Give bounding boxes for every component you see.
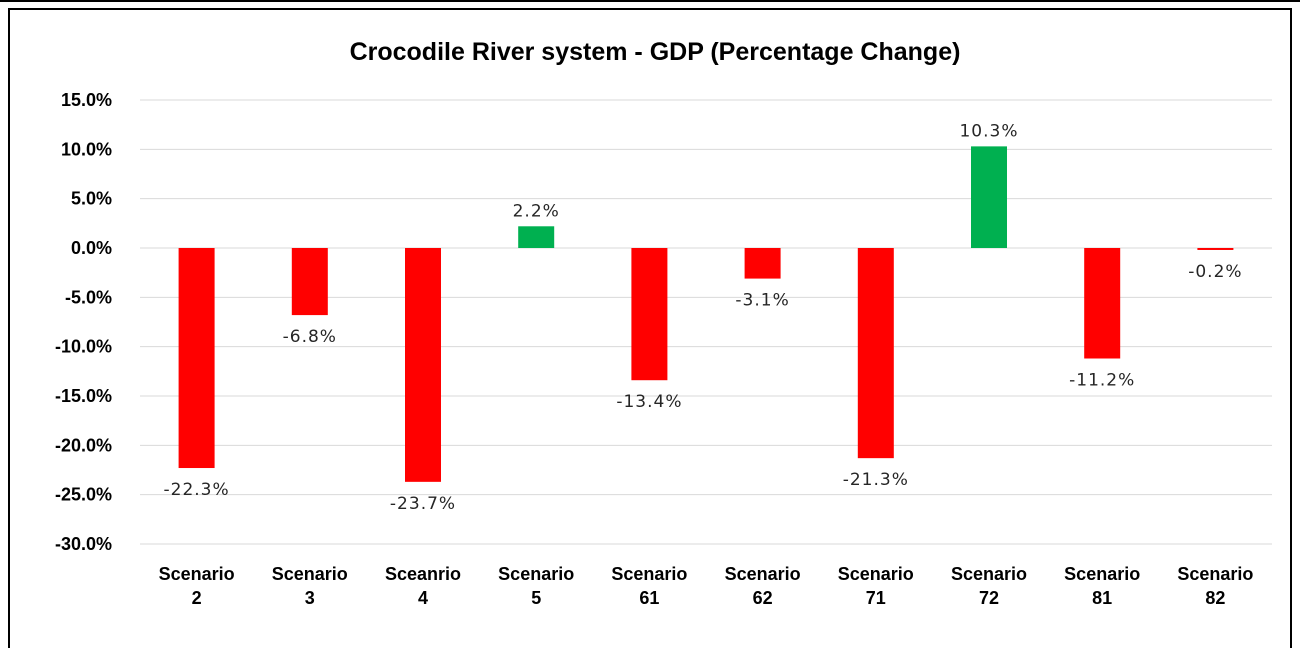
bar [405, 248, 441, 482]
x-tick-label: 4 [418, 588, 428, 608]
data-labels: -22.3% -6.8% -23.7% 2.2% -13.4% -3.1% -21.3% 10… [164, 121, 1242, 514]
x-tick-label: 72 [979, 588, 999, 608]
y-tick-label: -5.0% [65, 287, 112, 307]
x-tick-label: 3 [305, 588, 315, 608]
x-tick-label: 71 [866, 588, 886, 608]
x-tick-label: Scenario [838, 564, 914, 584]
x-tick-label: 82 [1205, 588, 1225, 608]
bar [971, 146, 1007, 248]
x-tick-label: 5 [531, 588, 541, 608]
x-tick-label: Scenario [725, 564, 801, 584]
x-axis-ticks: Scenario 2 Scenario 3 Sceanrio 4 Scenario 5 Scen… [159, 564, 1254, 608]
x-tick-label: 81 [1092, 588, 1112, 608]
bar [291, 248, 328, 316]
data-label: -21.3% [843, 470, 909, 490]
x-tick-label: Scenario [611, 564, 687, 584]
y-tick-label: 15.0% [61, 90, 112, 110]
y-tick-label: -20.0% [55, 435, 112, 455]
bar [1197, 248, 1234, 250]
x-tick-label: 61 [639, 588, 659, 608]
data-label: -0.2% [1188, 262, 1242, 282]
data-label: -3.1% [735, 291, 789, 311]
y-tick-label: -15.0% [55, 386, 112, 406]
gridlines [140, 99, 1272, 545]
bar [857, 248, 894, 459]
x-tick-label: Scenario [159, 564, 235, 584]
y-tick-label: 0.0% [71, 238, 112, 258]
data-label: -13.4% [616, 392, 682, 412]
chart-title: Crocodile River system - GDP (Percentage… [350, 38, 961, 66]
outer-border-top [0, 0, 1300, 2]
bar [631, 248, 668, 381]
y-tick-label: -10.0% [55, 337, 112, 357]
x-tick-label: Scenario [1177, 564, 1253, 584]
data-label: -23.7% [390, 494, 456, 514]
data-label: 10.3% [959, 121, 1018, 141]
x-tick-label: 62 [753, 588, 773, 608]
y-tick-label: -30.0% [55, 534, 112, 554]
bar [744, 248, 781, 279]
y-tick-label: 5.0% [71, 189, 112, 209]
data-label: -11.2% [1069, 371, 1135, 391]
y-axis-ticks: 15.0% 10.0% 5.0% 0.0% -5.0% -10.0% -15.0% -20.0… [55, 90, 112, 554]
inner-border [8, 8, 1292, 648]
bar [1084, 248, 1121, 359]
data-label: -6.8% [283, 327, 337, 347]
bar [518, 226, 555, 248]
x-tick-label: 2 [192, 588, 202, 608]
x-tick-label: Scenario [951, 564, 1027, 584]
bars [178, 146, 1234, 482]
x-tick-label: Scenario [498, 564, 574, 584]
x-tick-label: Sceanrio [385, 564, 461, 584]
y-tick-label: -25.0% [55, 485, 112, 505]
x-tick-label: Scenario [272, 564, 348, 584]
data-label: 2.2% [513, 201, 560, 221]
bar [178, 248, 215, 469]
data-label: -22.3% [164, 480, 230, 500]
x-tick-label: Scenario [1064, 564, 1140, 584]
y-tick-label: 10.0% [61, 139, 112, 159]
